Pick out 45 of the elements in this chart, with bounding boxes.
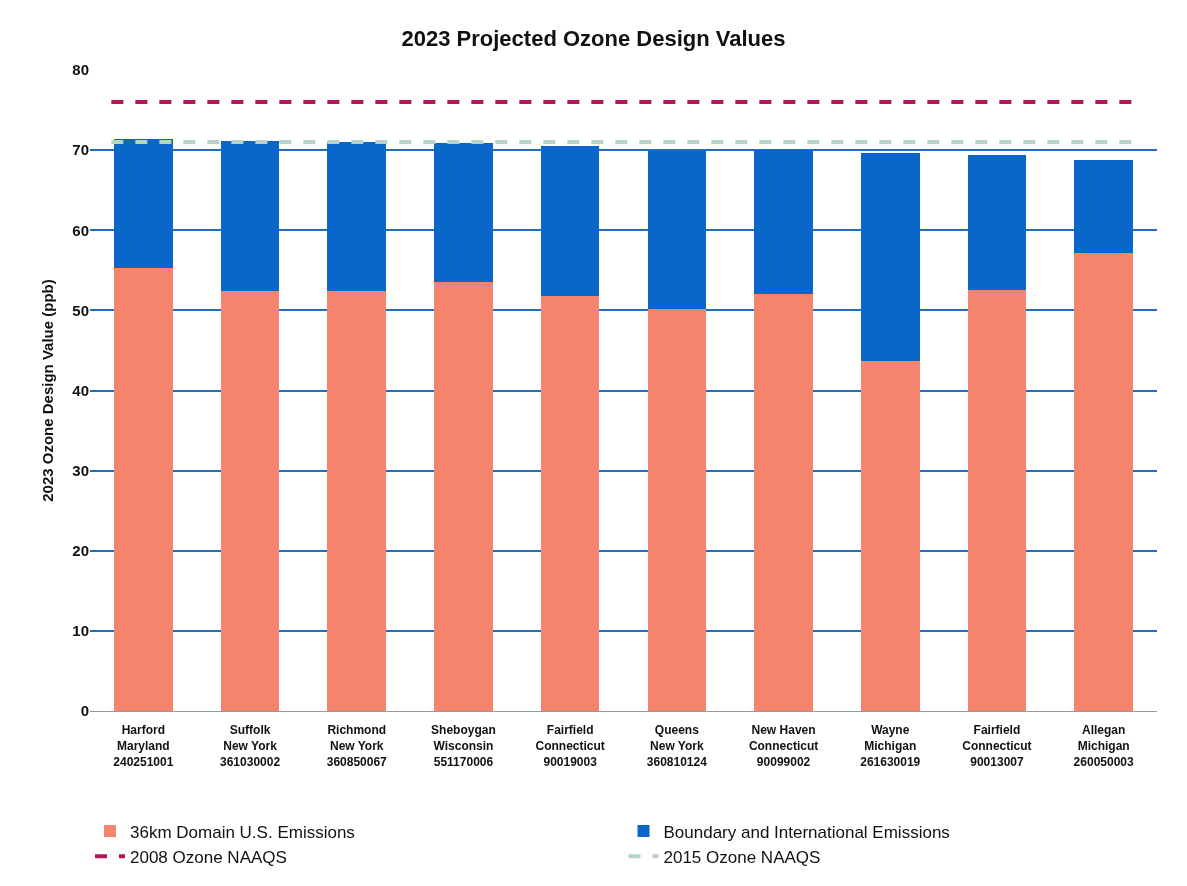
bar — [1074, 159, 1133, 253]
chart-title: 2023 Projected Ozone Design Values — [401, 26, 786, 52]
legend-label: 2015 Ozone NAAQS — [663, 847, 821, 867]
x-tick-label: Wayne Michigan 261630019 — [860, 723, 921, 769]
x-tick-label: Suffolk New York 361030002 — [220, 723, 281, 769]
bar — [327, 142, 387, 292]
bar — [647, 150, 707, 309]
x-tick-label: Harford Maryland 240251001 — [113, 723, 174, 769]
bar — [540, 146, 600, 296]
bar — [114, 138, 173, 268]
y-tick-label: 30 — [72, 461, 89, 479]
bar — [540, 295, 600, 711]
y-tick-label: 10 — [72, 622, 89, 640]
bar — [754, 294, 813, 711]
x-tick-label: Allegan Michigan 260050003 — [1073, 723, 1134, 769]
bar — [114, 267, 173, 711]
y-tick-label: 80 — [72, 61, 89, 79]
y-tick-label: 50 — [72, 301, 89, 319]
y-tick-label: 0 — [80, 702, 89, 720]
bar — [860, 153, 920, 361]
y-tick-label: 40 — [72, 381, 89, 399]
bar — [1074, 252, 1133, 711]
bar — [967, 290, 1027, 711]
y-tick-label: 60 — [72, 221, 89, 239]
x-tick-label: Queens New York 360810124 — [646, 723, 708, 769]
y-axis-title: 2023 Ozone Design Value (ppb) — [38, 279, 56, 502]
legend-label: Boundary and International Emissions — [663, 822, 950, 842]
x-tick-label: Fairfield Connecticut 90013007 — [962, 723, 1032, 769]
y-tick-label: 20 — [72, 542, 89, 559]
x-tick-label: Sheboygan Wisconsin 551170006 — [431, 723, 496, 769]
bar — [220, 140, 280, 292]
bar — [327, 291, 387, 711]
legend-label: 36km Domain U.S. Emissions — [130, 822, 355, 842]
y-tick-label: 70 — [72, 141, 89, 159]
bar — [754, 150, 813, 295]
bar — [434, 142, 493, 283]
bar — [220, 291, 280, 711]
x-tick-label: Richmond New York 360850067 — [326, 723, 388, 769]
bar — [434, 282, 493, 711]
bar — [967, 154, 1027, 291]
bar — [647, 308, 707, 711]
bar — [860, 360, 920, 711]
x-tick-label: Fairfield Connecticut 90019003 — [535, 723, 605, 769]
legend-label: 2008 Ozone NAAQS — [130, 847, 287, 867]
x-tick-label: New Haven Connecticut 90099002 — [748, 723, 819, 769]
